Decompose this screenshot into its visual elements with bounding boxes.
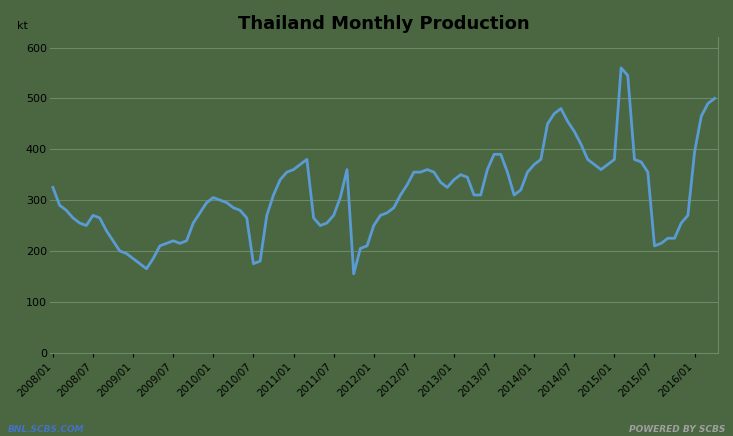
- Title: Thailand Monthly Production: Thailand Monthly Production: [238, 15, 529, 33]
- Text: POWERED BY SCBS: POWERED BY SCBS: [630, 425, 726, 434]
- Text: BNL.SCBS.COM: BNL.SCBS.COM: [7, 425, 84, 434]
- Y-axis label: kt: kt: [18, 21, 29, 31]
